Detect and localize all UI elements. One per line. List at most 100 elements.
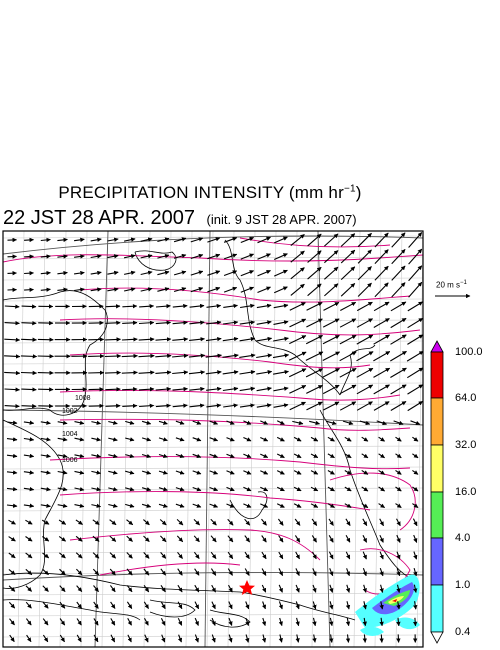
wind-vector xyxy=(273,386,289,392)
title-unit-exponent: −1 xyxy=(343,183,356,195)
wind-vector xyxy=(243,436,252,442)
wind-vector xyxy=(311,535,317,543)
wind-vector xyxy=(140,237,153,242)
wind-vector xyxy=(391,265,406,281)
wind-vector xyxy=(8,585,16,592)
wind-vector xyxy=(373,334,390,345)
wind-vector xyxy=(396,568,401,577)
wind-vector xyxy=(175,470,185,475)
wind-vector xyxy=(310,470,319,475)
wind-vector xyxy=(362,551,367,560)
wind-vector xyxy=(395,503,402,509)
wind-vector xyxy=(211,601,216,610)
wind-vector xyxy=(8,552,16,559)
isobar-label: 1006 xyxy=(62,457,78,464)
wind-vector xyxy=(155,353,172,359)
wind-vector xyxy=(222,353,239,358)
wind-vector xyxy=(140,254,153,259)
wind-vector xyxy=(329,634,334,643)
wind-vector xyxy=(273,236,288,244)
wind-vector xyxy=(345,617,351,627)
wind-vector xyxy=(223,270,238,277)
wind-vector xyxy=(278,584,283,593)
wind-vector xyxy=(239,370,256,375)
wind-vector xyxy=(408,232,423,248)
wind-vector xyxy=(144,618,149,626)
wind-vector xyxy=(155,337,172,342)
wind-vector xyxy=(108,470,118,475)
wind-vector xyxy=(357,282,372,297)
wind-vector xyxy=(293,453,302,459)
wind-vector xyxy=(357,232,372,248)
wind-vector xyxy=(23,453,35,459)
wind-vector xyxy=(410,420,421,426)
wind-vector xyxy=(293,503,302,508)
wind-vector xyxy=(126,519,134,526)
wind-vector xyxy=(107,287,119,292)
wind-vector xyxy=(144,634,149,643)
wind-vector xyxy=(395,486,402,492)
wind-vector xyxy=(141,470,152,475)
wind-vector xyxy=(324,283,339,297)
wind-vector xyxy=(138,353,155,359)
wind-vector xyxy=(273,369,289,375)
colorbar-bottom-triangle xyxy=(430,631,444,644)
wind-vector xyxy=(222,320,239,325)
wind-vector xyxy=(57,470,68,475)
wind-vector xyxy=(40,287,51,292)
wind-vector xyxy=(223,303,238,309)
wind-vector xyxy=(391,232,406,248)
wind-vector xyxy=(261,518,267,526)
wind-vector xyxy=(256,320,272,325)
wind-vector xyxy=(345,568,351,577)
wind-vector xyxy=(222,336,239,342)
wind-vector xyxy=(189,337,205,342)
wind-vector xyxy=(110,601,116,609)
wind-vector xyxy=(177,617,183,626)
wind-vector xyxy=(20,354,38,359)
wind-vector xyxy=(413,567,418,577)
wind-vector xyxy=(93,618,99,626)
wind-vector xyxy=(91,453,102,459)
wind-vector xyxy=(141,437,152,442)
wind-vector xyxy=(307,250,322,263)
wind-vector xyxy=(177,584,183,593)
wind-vector xyxy=(143,568,150,576)
wind-vector xyxy=(240,286,255,293)
wind-vector xyxy=(356,384,374,395)
wind-vector xyxy=(413,551,418,560)
wind-vector xyxy=(90,254,102,259)
wind-vector xyxy=(6,453,18,459)
wind-vector xyxy=(92,568,100,576)
wind-vector xyxy=(396,584,401,593)
wind-vector xyxy=(261,601,267,610)
wind-vector xyxy=(74,270,85,276)
wind-vector xyxy=(256,403,272,408)
wind-vector xyxy=(74,470,85,475)
wind-vector xyxy=(328,535,334,543)
wind-vector xyxy=(226,503,235,508)
wind-vector xyxy=(91,487,102,492)
wind-vector xyxy=(256,386,272,392)
wind-vector xyxy=(356,334,374,345)
wind-vector xyxy=(192,470,202,475)
wind-vector xyxy=(40,453,51,459)
wind-vector xyxy=(395,453,402,459)
wind-vector xyxy=(345,601,351,610)
wind-vector xyxy=(329,617,334,627)
wind-vector xyxy=(24,254,34,259)
wind-vector xyxy=(42,552,50,559)
wind-vector xyxy=(325,420,337,426)
wind-vector xyxy=(345,584,351,593)
wind-vector xyxy=(125,470,135,475)
wind-vector xyxy=(379,568,384,577)
wind-vector xyxy=(228,584,233,593)
wind-vector xyxy=(155,386,172,392)
wind-vector xyxy=(228,601,233,610)
wind-vector xyxy=(8,601,16,609)
wind-vector xyxy=(42,634,49,643)
wind-vector xyxy=(57,254,68,259)
wind-vector xyxy=(289,385,307,394)
wind-vector xyxy=(126,585,133,593)
wind-vector xyxy=(125,453,135,459)
